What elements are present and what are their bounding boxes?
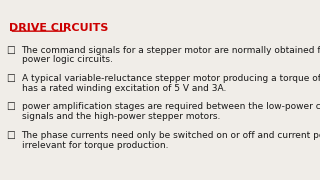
Text: ☐: ☐ [6,74,15,84]
Text: ☐: ☐ [6,46,15,56]
Text: The command signals for a stepper motor are normally obtained from low: The command signals for a stepper motor … [21,46,320,55]
Text: power logic circuits.: power logic circuits. [21,55,112,64]
Text: ☐: ☐ [6,131,15,141]
Text: signals and the high-power stepper motors.: signals and the high-power stepper motor… [21,112,220,121]
Text: A typical variable-reluctance stepper motor producing a torque of 1.2 N.m: A typical variable-reluctance stepper mo… [21,74,320,83]
Text: The phase currents need only be switched on or off and current polarity is: The phase currents need only be switched… [21,131,320,140]
Text: power amplification stages are required between the low-power command: power amplification stages are required … [21,102,320,111]
Text: ☐: ☐ [6,102,15,112]
Text: has a rated winding excitation of 5 V and 3A.: has a rated winding excitation of 5 V an… [21,84,226,93]
Text: irrelevant for torque production.: irrelevant for torque production. [21,141,168,150]
Text: DRIVE CIRCUITS: DRIVE CIRCUITS [10,23,109,33]
